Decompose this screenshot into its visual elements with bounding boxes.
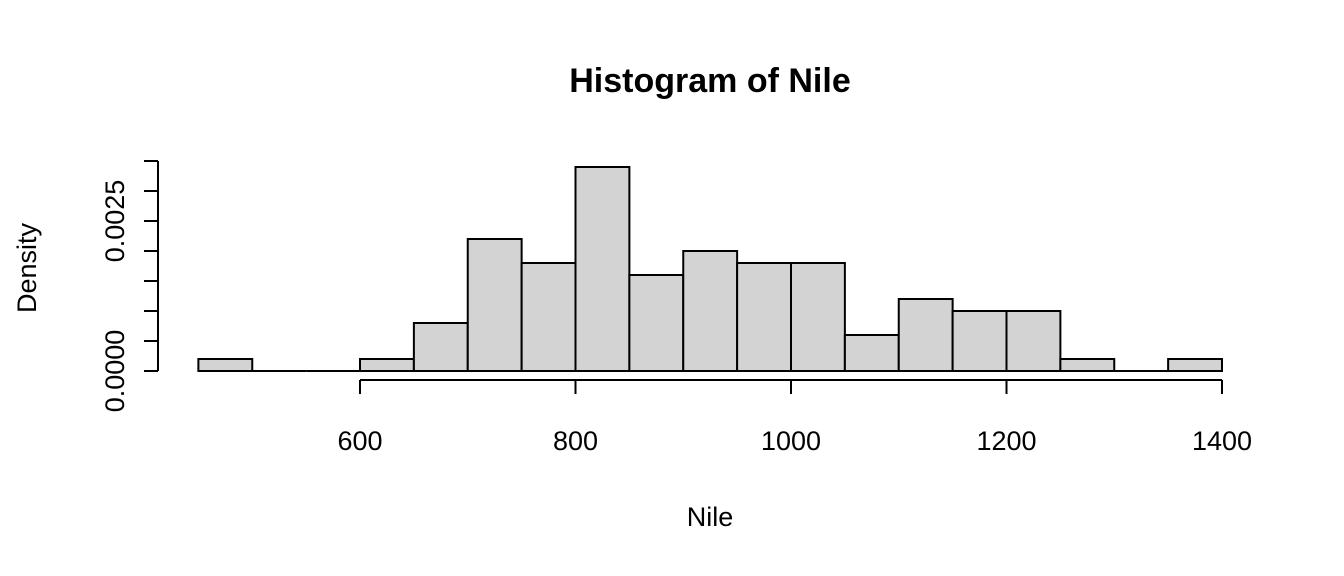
x-tick-label: 1000 (761, 426, 821, 456)
chart-title: Histogram of Nile (569, 62, 850, 100)
histogram-bar-900-950 (682, 250, 739, 372)
x-tick-label: 1400 (1192, 426, 1252, 456)
x-axis-label: Nile (687, 502, 734, 532)
histogram-bar-1000-1050 (790, 262, 846, 372)
histogram-bar-1100-1150 (897, 298, 954, 372)
histogram-bar-1150-1200 (951, 310, 1008, 372)
histogram-bar-1050-1100 (843, 334, 900, 372)
histogram-bars (197, 166, 1223, 372)
y-axis-label: Density (12, 222, 42, 313)
x-tick-label: 800 (553, 426, 598, 456)
histogram-bar-450-500 (197, 358, 254, 372)
histogram-bar-1200-1250 (1005, 310, 1062, 372)
histogram-bar-850-900 (628, 274, 685, 372)
histogram-bar-700-750 (466, 238, 523, 372)
histogram-bar-750-800 (520, 262, 577, 372)
histogram-bar-650-700 (412, 322, 469, 372)
x-tick-label: 600 (337, 426, 382, 456)
histogram-bar-950-1000 (736, 262, 792, 372)
x-axis: 600 800 1000 1200 1400 (337, 379, 1252, 456)
y-tick-label: 0.0000 (100, 330, 130, 413)
x-tick-label: 1200 (976, 426, 1036, 456)
histogram-bar-1250-1300 (1059, 358, 1116, 372)
histogram-bar-1350-1400 (1167, 358, 1223, 372)
histogram-bar-600-650 (359, 358, 415, 372)
y-axis: 0.0000 0.0025 (100, 160, 159, 413)
y-tick-label: 0.0025 (100, 180, 130, 263)
histogram-bar-800-850 (574, 166, 631, 372)
